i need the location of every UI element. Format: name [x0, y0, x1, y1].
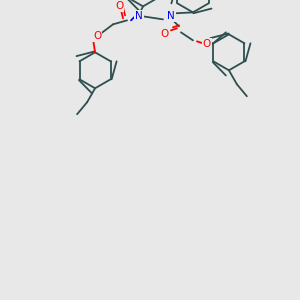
Text: O: O: [203, 39, 211, 49]
Text: O: O: [161, 29, 169, 39]
Text: O: O: [115, 2, 123, 11]
Text: N: N: [167, 11, 175, 21]
Text: O: O: [93, 31, 101, 41]
Text: N: N: [135, 11, 143, 21]
